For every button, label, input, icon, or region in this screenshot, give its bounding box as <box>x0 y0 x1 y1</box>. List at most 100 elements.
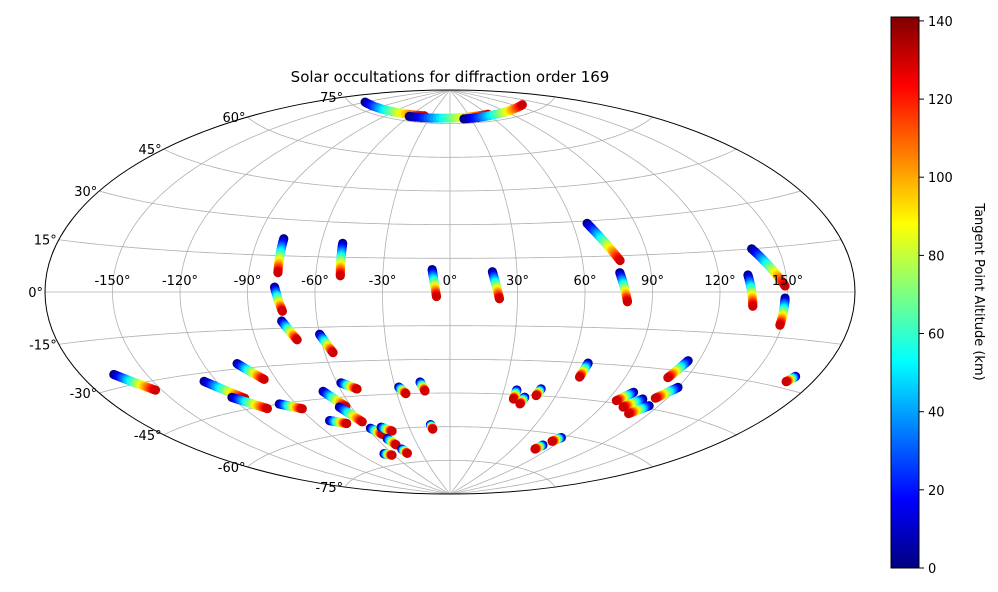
occultation-track <box>775 293 790 330</box>
occultation-track <box>232 359 269 384</box>
occultation-track <box>743 270 758 311</box>
latitude-tick-label: -45° <box>134 429 162 444</box>
parallel-gridline <box>163 148 737 192</box>
occultation-track <box>315 329 338 358</box>
occultation-track <box>624 401 654 419</box>
latitude-tick-label: 75° <box>320 91 343 106</box>
occultation-track <box>227 392 273 414</box>
longitude-tick-label: 0° <box>443 274 458 289</box>
occultation-track <box>531 384 546 401</box>
latitude-tick-label: -75° <box>315 481 343 496</box>
colorbar: 0 20 40 60 80 100 120 140 Tangent Point Altitud… <box>890 15 986 577</box>
latitude-tick-label: 45° <box>139 143 162 158</box>
occultation-track <box>273 234 289 278</box>
parallel-gridline <box>247 116 653 158</box>
parallel-gridline <box>99 190 801 226</box>
occultation-point <box>352 384 362 394</box>
occultation-track <box>394 382 411 399</box>
occultation-point <box>780 281 790 291</box>
latitude-tick-labels: -75° -60° -45° -30° -15° 0° 15° 30° 45° 60° 75° <box>28 91 343 496</box>
occultation-point <box>262 403 273 414</box>
longitude-tick-label: 60° <box>573 274 596 289</box>
occultation-point <box>335 271 345 281</box>
occultation-track <box>335 238 348 281</box>
occultation-point <box>781 377 791 387</box>
occultation-point <box>357 417 367 427</box>
colorbar-tick-label: 120 <box>928 93 953 108</box>
occultation-point <box>273 268 283 278</box>
occultation-point <box>517 100 527 110</box>
occultation-track <box>582 218 625 266</box>
colorbar-gradient <box>890 16 920 569</box>
graticule <box>45 90 855 494</box>
occultation-point <box>748 301 758 311</box>
occultation-point <box>494 294 505 304</box>
occultation-point <box>618 402 628 412</box>
occultation-point <box>622 297 633 307</box>
occultation-track <box>397 444 412 458</box>
occultation-point <box>530 444 540 454</box>
occultation-track <box>425 420 438 434</box>
parallel-gridline <box>247 426 653 468</box>
occultation-track <box>379 449 397 460</box>
occultation-track <box>663 356 693 383</box>
longitude-tick-label: 150° <box>772 274 803 289</box>
occultation-point <box>615 255 625 266</box>
occultation-point <box>508 394 519 404</box>
occultation-track <box>459 100 527 124</box>
parallel-gridline <box>344 96 556 125</box>
occultation-track <box>618 394 648 412</box>
parallel-gridline <box>344 459 556 488</box>
map-plot-area <box>44 89 856 495</box>
occultation-track <box>376 422 397 436</box>
occultation-track <box>336 378 362 394</box>
parallel-gridline <box>58 239 842 259</box>
occultation-point <box>428 424 438 434</box>
latitude-tick-label: 0° <box>28 286 43 301</box>
occultation-point <box>150 385 161 395</box>
colorbar-tick-label: 0 <box>928 562 936 577</box>
occultation-track <box>415 377 430 396</box>
occultation-track <box>547 432 566 446</box>
occultation-track <box>274 399 307 414</box>
occultation-track <box>109 369 161 395</box>
longitude-tick-label: -60° <box>301 274 329 289</box>
occultation-point <box>387 450 397 460</box>
occultation-track <box>427 264 442 302</box>
longitude-tick-label: -150° <box>94 274 130 289</box>
latitude-tick-label: 15° <box>34 234 57 249</box>
occultation-point <box>650 393 660 403</box>
occultation-tracks <box>109 97 801 460</box>
occultation-point <box>624 408 634 419</box>
occultation-point <box>574 372 585 382</box>
colorbar-tick-label: 20 <box>928 484 945 499</box>
colorbar-tick-label: 100 <box>928 171 953 186</box>
occultation-point <box>431 291 442 302</box>
occultation-track <box>334 402 367 427</box>
occultation-point <box>420 386 430 396</box>
occultation-point <box>402 448 412 458</box>
occultation-point <box>342 418 352 429</box>
parallel-gridline <box>58 325 842 345</box>
latitude-tick-label: 60° <box>222 111 245 126</box>
parallel-gridline <box>99 358 801 394</box>
occultation-track <box>515 392 530 409</box>
colorbar-ticks: 0 20 40 60 80 100 120 140 <box>919 15 953 577</box>
occultation-point <box>531 390 541 401</box>
occultation-track <box>324 416 352 429</box>
occultation-point <box>328 348 338 358</box>
occultation-track <box>269 282 288 316</box>
occultation-track <box>747 244 790 291</box>
longitude-tick-labels: -150° -120° -90° -60° -30° 0° 30° 60° 90° 120° 150… <box>94 274 803 289</box>
occultation-track <box>781 371 801 387</box>
occultation-track <box>650 382 683 403</box>
occultation-point <box>515 399 525 409</box>
longitude-tick-label: -30° <box>369 274 397 289</box>
occultation-track <box>611 387 639 406</box>
colorbar-tick-label: 60 <box>928 328 945 343</box>
occultation-point <box>401 389 411 399</box>
latitude-tick-label: -30° <box>70 387 98 402</box>
occultation-point <box>259 374 269 384</box>
latitude-tick-label: 30° <box>74 185 97 200</box>
